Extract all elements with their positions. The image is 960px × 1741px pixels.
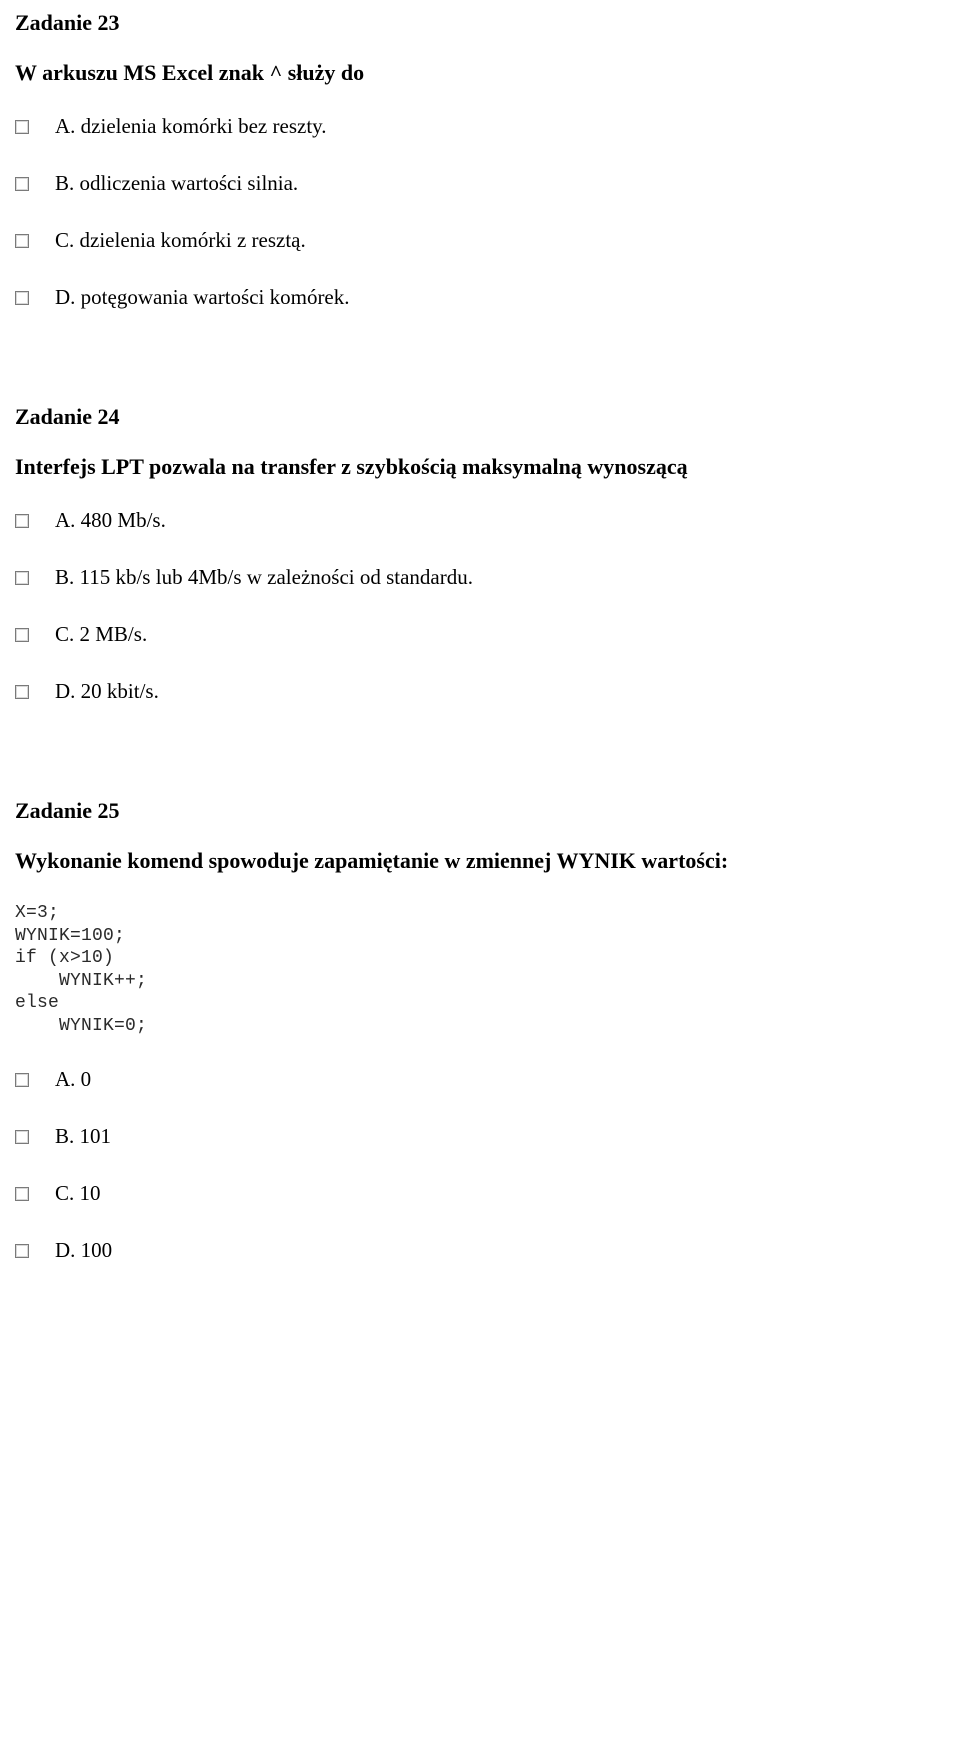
checkbox-icon[interactable] [15,177,29,191]
task-25-option-c-text: C. 10 [55,1181,945,1206]
task-24-option-b[interactable]: B. 115 kb/s lub 4Mb/s w zależności od st… [15,565,945,590]
task-24-option-c[interactable]: C. 2 MB/s. [15,622,945,647]
checkbox-icon[interactable] [15,628,29,642]
task-23-option-b-text: B. odliczenia wartości silnia. [55,171,945,196]
task-24-options: A. 480 Mb/s. B. 115 kb/s lub 4Mb/s w zal… [15,508,945,736]
document-page: Zadanie 23 W arkuszu MS Excel znak ^ słu… [0,0,960,1401]
task-23-option-b[interactable]: B. odliczenia wartości silnia. [15,171,945,196]
task-23-option-d[interactable]: D. potęgowania wartości komórek. [15,285,945,310]
task-25-option-c[interactable]: C. 10 [15,1181,945,1206]
checkbox-icon[interactable] [15,685,29,699]
spacer [15,388,945,404]
task-23: Zadanie 23 W arkuszu MS Excel znak ^ słu… [15,10,945,342]
task-25: Zadanie 25 Wykonanie komend spowoduje za… [15,798,945,1295]
task-23-option-d-text: D. potęgowania wartości komórek. [55,285,945,310]
checkbox-icon[interactable] [15,1187,29,1201]
task-23-question: W arkuszu MS Excel znak ^ służy do [15,60,945,86]
task-24-option-a-text: A. 480 Mb/s. [55,508,945,533]
task-23-options: A. dzielenia komórki bez reszty. B. odli… [15,114,945,342]
task-23-option-a-text: A. dzielenia komórki bez reszty. [55,114,945,139]
task-24-option-b-text: B. 115 kb/s lub 4Mb/s w zależności od st… [55,565,945,590]
task-25-options: A. 0 B. 101 C. 10 D. 100 [15,1067,945,1295]
checkbox-icon[interactable] [15,1130,29,1144]
task-25-option-a[interactable]: A. 0 [15,1067,945,1092]
checkbox-icon[interactable] [15,234,29,248]
task-25-option-b-text: B. 101 [55,1124,945,1149]
task-24-question: Interfejs LPT pozwala na transfer z szyb… [15,454,945,480]
checkbox-icon[interactable] [15,1244,29,1258]
task-25-option-d-text: D. 100 [55,1238,945,1263]
checkbox-icon[interactable] [15,514,29,528]
task-23-option-a[interactable]: A. dzielenia komórki bez reszty. [15,114,945,139]
checkbox-icon[interactable] [15,571,29,585]
task-24-option-c-text: C. 2 MB/s. [55,622,945,647]
task-23-option-c[interactable]: C. dzielenia komórki z resztą. [15,228,945,253]
task-25-question: Wykonanie komend spowoduje zapamiętanie … [15,848,945,874]
spacer [15,782,945,798]
task-23-option-c-text: C. dzielenia komórki z resztą. [55,228,945,253]
task-24-title: Zadanie 24 [15,404,945,430]
task-24-option-d[interactable]: D. 20 kbit/s. [15,679,945,704]
task-25-option-b[interactable]: B. 101 [15,1124,945,1149]
task-25-option-a-text: A. 0 [55,1067,945,1092]
checkbox-icon[interactable] [15,291,29,305]
task-25-option-d[interactable]: D. 100 [15,1238,945,1263]
task-25-title: Zadanie 25 [15,798,945,824]
task-24: Zadanie 24 Interfejs LPT pozwala na tran… [15,404,945,736]
task-25-code: X=3; WYNIK=100; if (x>10) WYNIK++; else … [15,902,945,1037]
task-24-option-d-text: D. 20 kbit/s. [55,679,945,704]
task-24-option-a[interactable]: A. 480 Mb/s. [15,508,945,533]
checkbox-icon[interactable] [15,1073,29,1087]
task-23-title: Zadanie 23 [15,10,945,36]
checkbox-icon[interactable] [15,120,29,134]
